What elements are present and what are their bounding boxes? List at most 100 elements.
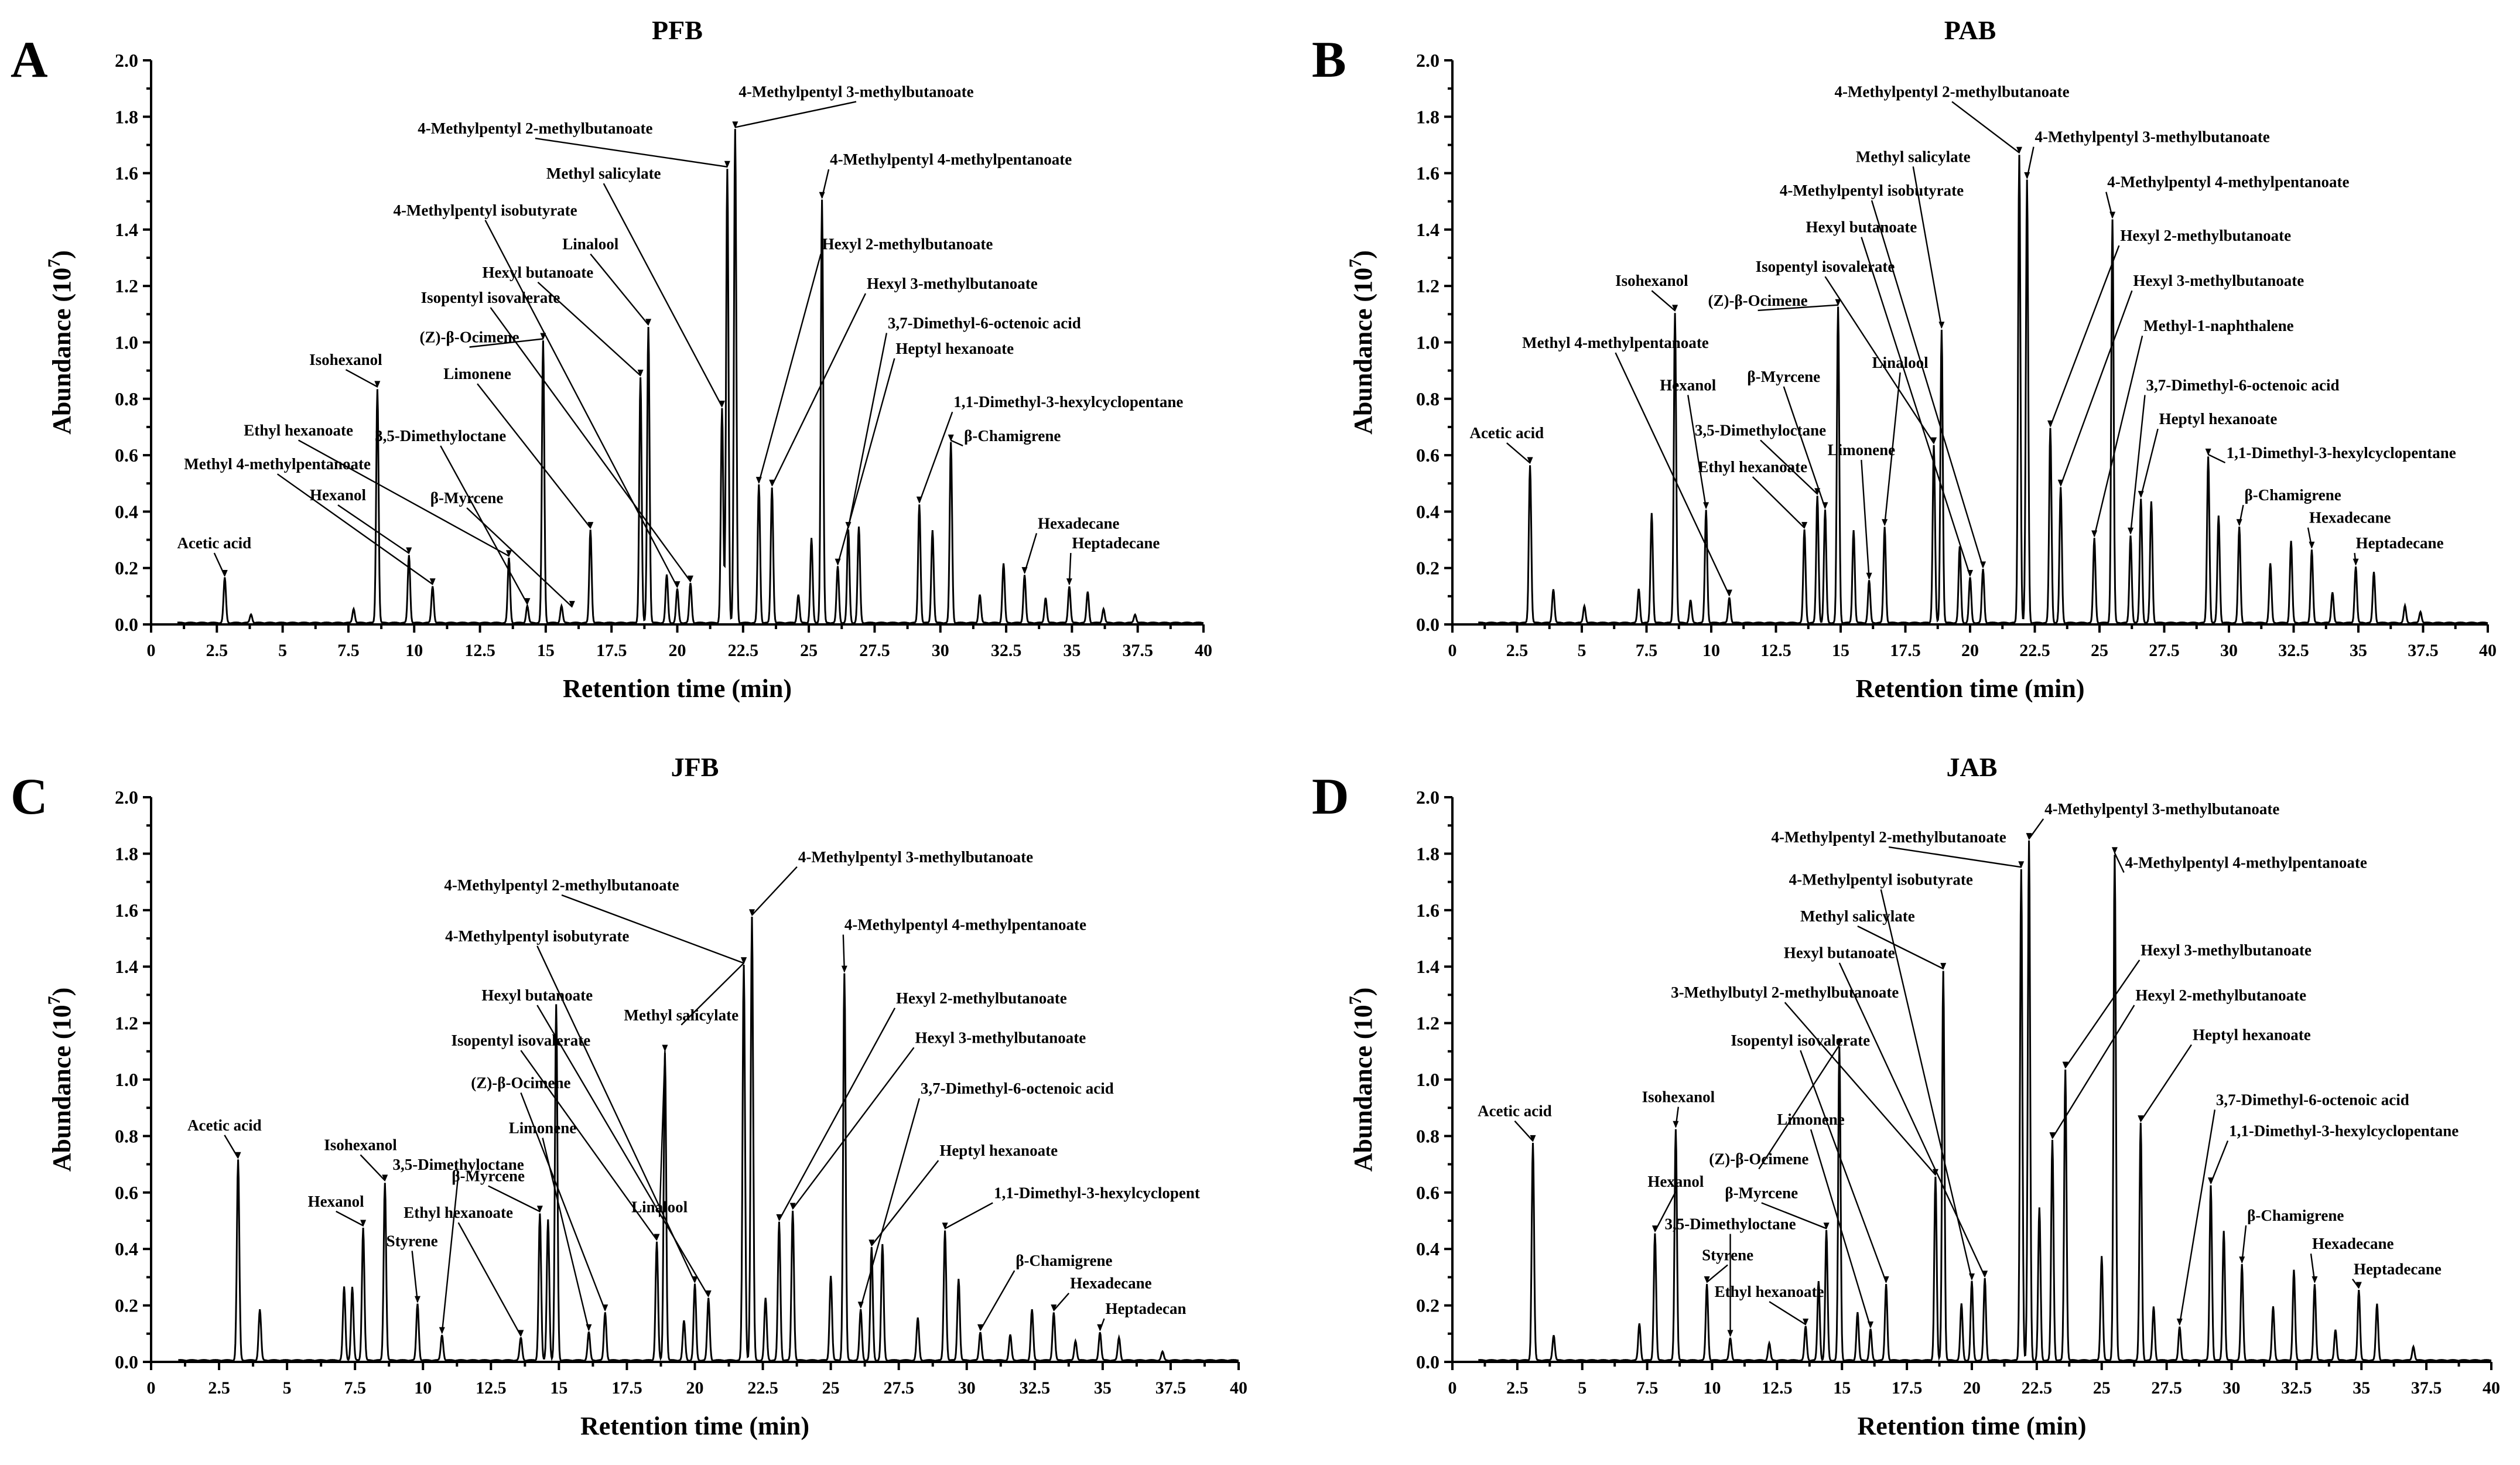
x-tick-label: 22.5 [2019,641,2050,660]
peak-label: 4-Methylpentyl 3-methylbutanoate [798,848,1033,866]
peak-label: β-Myrcene [430,489,504,507]
peak-arrowhead [857,1302,864,1309]
peak-label: β-Myrcene [452,1167,525,1185]
peak-arrowhead [586,1324,592,1331]
peak-leader-line [1053,1292,1070,1311]
peak-label: 4-Methylpentyl isobutyrate [1780,182,1964,199]
y-tick-label: 0.6 [1416,445,1439,466]
peak-arrowhead [2205,448,2211,456]
peak-leader-line [1024,532,1038,573]
peak-leader-line [2208,453,2226,463]
peak-leader-line [411,1251,419,1302]
y-axis-title-close: ) [1349,250,1377,259]
peak-label: Hexyl 2-methylbutanoate [2120,227,2291,244]
panel-letter: C [11,769,48,825]
y-axis-title: Abundance (107) [1346,250,1377,435]
peak-arrowhead [360,1220,367,1227]
peak-label: 4-Methylpentyl isobutyrate [445,927,629,945]
peak-label: Acetic acid [1469,424,1544,442]
peak-label: Hexyl 2-methylbutanoate [2135,986,2306,1004]
peak-arrowhead [382,1174,388,1182]
peak-label: 3,7-Dimethyl-6-octenoic acid [2146,376,2340,394]
peak-label: Isopentyl isovalerate [452,1032,591,1049]
y-tick-label: 1.6 [1416,163,1439,184]
peak-leader-line [1769,1301,1806,1326]
peak-leader-line [1783,386,1826,508]
peak-label: Hexadecane [2309,509,2391,527]
peak-arrowhead [569,600,575,608]
peak-leader-line [2028,818,2044,839]
peak-leader-line [1757,304,1838,312]
peak-leader-line [457,1222,522,1337]
peak-arrowhead [2049,1132,2056,1140]
peak-leader-line [520,1092,606,1311]
peak-arrowhead [2062,1061,2068,1069]
y-tick-label: 1.4 [115,219,138,240]
peak-label: Hexanol [1660,376,1717,394]
peak-label: Heptyl hexanoate [939,1142,1058,1159]
x-tick-label: 15 [1833,1378,1851,1398]
peak-label: Methyl salicylate [546,165,661,182]
peak-label: (Z)-β-Ocimene [1708,292,1807,309]
x-tick-label: 17.5 [1890,641,1921,660]
peak-arrowhead [2309,541,2315,549]
y-tick-label: 0.8 [115,388,138,409]
peak-leader-line [360,1154,386,1181]
peak-label: Hexyl 3-methylbutanoate [2141,941,2312,959]
y-axis-title-text: Abundance (10 [1349,268,1377,435]
peak-label: 1,1-Dimethyl-3-hexylcyclopentane [2229,1122,2459,1139]
peak-arrowhead [1932,1169,1938,1176]
peak-leader-line [1951,101,2020,153]
peak-leader-line [477,383,591,528]
peak-leader-line [837,358,895,565]
x-tick-label: 20 [686,1378,704,1398]
x-tick-label: 27.5 [2151,1378,2182,1398]
peak-label: 4-Methylpentyl 3-methylbutanoate [738,83,973,101]
y-tick-label: 2.0 [1416,50,1439,71]
peak-label: Hexyl 3-methylbutanoate [867,275,1038,292]
peak-arrowhead [1823,1222,1830,1230]
peak-label: Isohexanol [1642,1088,1715,1106]
peak-leader-line [2051,1005,2135,1139]
peak-label: Heptyl hexanoate [895,340,1014,357]
peak-leader-line [603,183,723,407]
peak-label: Isopentyl isovalerate [421,289,560,306]
peak-label: Limonene [509,1119,577,1137]
chart-title: PAB [1944,15,1996,45]
peak-label: Hexyl butanoate [1806,218,1917,236]
peak-label: Isopentyl isovalerate [1731,1032,1870,1049]
peak-arrowhead [654,1234,660,1241]
peak-leader-line [276,473,433,585]
chart-panel-a: 0 2.5 5 7.5 10 12.5 15 17.5 20 22.5 25 27.5 30 32.5 35… [11,15,1212,703]
peak-leader-line [2179,1109,2216,1325]
peak-label: 4-Methylpentyl 4-methylpentanoate [2107,173,2349,191]
peak-arrowhead [835,558,841,566]
y-tick-label: 0.2 [115,1295,138,1316]
x-tick-label: 35 [2350,641,2367,660]
x-tick-label: 27.5 [883,1378,914,1398]
peak-label: Methyl salicylate [1856,148,1971,165]
peak-leader-line [1857,926,1944,969]
peak-leader-line [537,281,641,376]
peak-label: 4-Methylpentyl 3-methylbutanoate [2035,128,2270,146]
x-tick-label: 5 [278,641,287,660]
peak-leader-line [735,101,857,128]
peak-leader-line [1514,1120,1534,1142]
y-tick-label: 1.2 [1416,275,1439,296]
x-tick-label: 32.5 [1020,1378,1051,1398]
peak-leader-line [345,368,378,388]
peak-arrowhead [1021,567,1028,575]
peak-arrowhead [1801,522,1808,530]
peak-leader-line [336,1210,364,1227]
x-tick-label: 40 [2479,641,2497,660]
y-tick-label: 0.0 [115,614,138,635]
peak-label: Ethyl hexanoate [244,421,353,439]
peak-arrowhead [1940,962,1947,970]
peak-leader-line [536,1005,709,1297]
peak-arrowhead [748,909,755,917]
x-tick-label: 10 [405,641,423,660]
y-tick-label: 1.6 [115,163,138,184]
peak-arrowhead [1651,1225,1658,1233]
peak-arrowhead [2236,519,2242,527]
peak-label: Hexyl butanoate [1784,944,1895,962]
